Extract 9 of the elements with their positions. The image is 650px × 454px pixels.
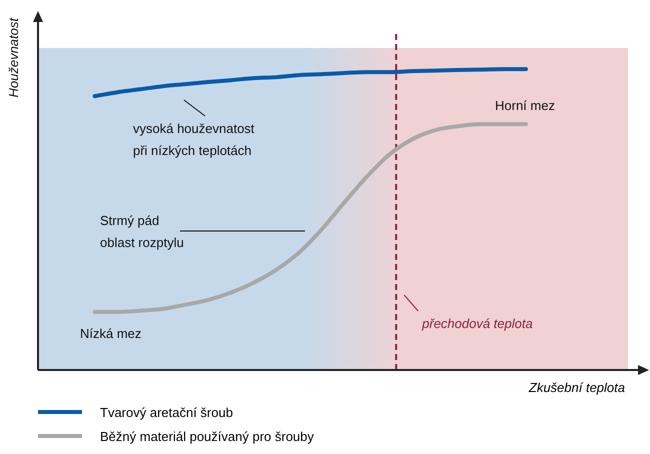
text: přechodová teplota (422, 316, 533, 331)
annotation: Nízká mez (80, 326, 142, 341)
annotation: Strmý pád oblast rozptylu (100, 213, 184, 250)
legend-label: Běžný materiál používaný pro šrouby (100, 428, 314, 444)
annotation: Horní mez (495, 98, 555, 113)
legend-label: Tvarový aretační šroub (100, 404, 233, 420)
x-axis-title: Zkušební teplota (528, 380, 626, 395)
y-axis-title: Houževnatost (6, 16, 21, 98)
annotation: vysoká houževnatost při nízkých teplotách (133, 121, 255, 158)
